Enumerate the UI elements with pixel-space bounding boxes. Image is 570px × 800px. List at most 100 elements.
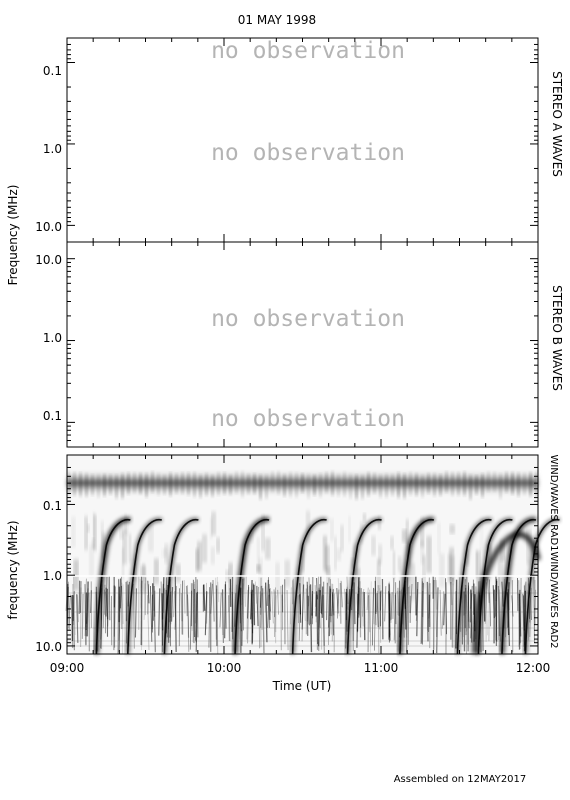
- rad2-streak: [259, 585, 262, 608]
- band-ripple: [97, 474, 100, 498]
- rad1-texture: [228, 562, 233, 594]
- rad2-streak: [484, 582, 487, 624]
- band-ripple: [403, 474, 406, 498]
- rad2-streak: [102, 589, 105, 629]
- rad2-streak: [250, 591, 254, 634]
- rad2-streak: [268, 577, 270, 628]
- band-ripple: [493, 472, 496, 491]
- rad2-streak: [174, 576, 177, 653]
- rad1-texture: [275, 562, 280, 597]
- type-iii-burst-core-7: [456, 518, 492, 655]
- rad2-streak: [369, 589, 372, 646]
- rad2-streak: [147, 580, 150, 604]
- rad2-streak: [151, 583, 154, 621]
- rad2-streak: [250, 579, 253, 620]
- rad2-streak: [260, 592, 263, 628]
- rad1-texture: [211, 546, 215, 565]
- rad2-streak: [203, 584, 206, 611]
- rad1-texture: [377, 558, 381, 591]
- rad2-streak: [301, 576, 304, 642]
- rad2-streak: [147, 584, 150, 615]
- type-iii-burst-core-5: [346, 518, 382, 655]
- type-iii-burst-core-2: [163, 518, 199, 655]
- rad2-streak: [76, 594, 79, 643]
- panel-stereo-b-frame: [66, 241, 539, 448]
- rad1-texture: [211, 511, 216, 536]
- type-iii-burst-core-0: [95, 518, 131, 655]
- band-ripple: [127, 473, 130, 494]
- rad2-streak: [308, 577, 311, 625]
- type-iii-burst-core-9: [501, 518, 537, 655]
- band-ripple: [187, 473, 190, 495]
- tick-label-b-1: 1.0: [43, 331, 62, 345]
- rad2-streak: [340, 580, 343, 608]
- rad2-streak: [327, 577, 330, 646]
- band-ripple: [313, 475, 316, 495]
- arc-burst: [472, 531, 541, 655]
- rad2-streak: [180, 583, 183, 635]
- band-ripple: [475, 475, 478, 494]
- rad2-streak: [84, 584, 87, 646]
- rad1-texture: [161, 548, 164, 558]
- rad1-texture: [87, 523, 90, 533]
- rad2-streak: [318, 587, 321, 629]
- rad2-streak: [377, 585, 380, 653]
- rad1-texture: [326, 566, 331, 584]
- rad1-texture: [420, 541, 424, 565]
- band-ripple: [487, 472, 490, 491]
- rad2-streak: [120, 585, 122, 609]
- rad2-streak: [256, 585, 259, 627]
- rad1-texture: [422, 555, 426, 589]
- band-ripple: [265, 475, 268, 499]
- rad1-texture: [392, 550, 396, 581]
- rad1-texture: [439, 553, 445, 588]
- rad2-streak: [241, 578, 244, 646]
- tick-label-a-2: 10.0: [35, 220, 62, 234]
- band-ripple: [325, 472, 328, 493]
- band-ripple: [427, 473, 430, 493]
- band-ripple: [301, 473, 304, 492]
- band-ripple: [157, 474, 160, 495]
- rad2-streak: [375, 590, 379, 613]
- rad2-streak: [261, 588, 265, 654]
- footer-assembled: Assembled on 12MAY2017: [394, 774, 527, 785]
- rad1-texture: [398, 556, 402, 572]
- chart-title: 01 MAY 1998: [238, 13, 316, 27]
- rad2-streak: [396, 590, 399, 616]
- rad1-texture: [526, 528, 532, 565]
- rad1-texture: [449, 547, 454, 582]
- rad1-texture: [325, 545, 330, 575]
- band-ripple: [235, 472, 238, 493]
- band-ripple: [145, 474, 148, 497]
- rad2-streak: [390, 592, 393, 620]
- rad2-streak: [298, 593, 301, 641]
- rad1-texture: [426, 536, 432, 574]
- tick-label-w-2: 10.0: [35, 640, 62, 654]
- rad2-streak: [404, 592, 408, 638]
- rad2-streak: [216, 576, 218, 641]
- rad2-streak: [243, 578, 245, 631]
- rad2-streak: [271, 591, 274, 624]
- rad2-streak: [269, 588, 271, 620]
- rad2-streak: [217, 581, 220, 603]
- band-ripple: [433, 474, 436, 496]
- rad2-streak: [470, 589, 473, 643]
- rad2-streak: [117, 578, 120, 654]
- rad2-streak: [246, 589, 249, 640]
- type-iii-burst-core-3: [234, 518, 270, 655]
- rad2-streak: [258, 587, 261, 649]
- rad2-streak: [264, 582, 268, 643]
- rad2-streak: [139, 579, 142, 609]
- band-ripple: [319, 474, 322, 497]
- rad1-texture: [351, 558, 354, 569]
- rad1-texture: [142, 563, 145, 582]
- band-ripple: [115, 475, 118, 498]
- rad2-streak: [366, 587, 369, 611]
- rad2-streak: [352, 577, 355, 642]
- rad2-streak: [322, 594, 325, 654]
- rad2-streak: [345, 592, 347, 649]
- rad2-streak: [363, 591, 366, 641]
- band-ripple: [295, 473, 298, 497]
- rad1-texture: [84, 516, 88, 550]
- y-axis-label-stereo: Frequency (MHz): [6, 185, 20, 286]
